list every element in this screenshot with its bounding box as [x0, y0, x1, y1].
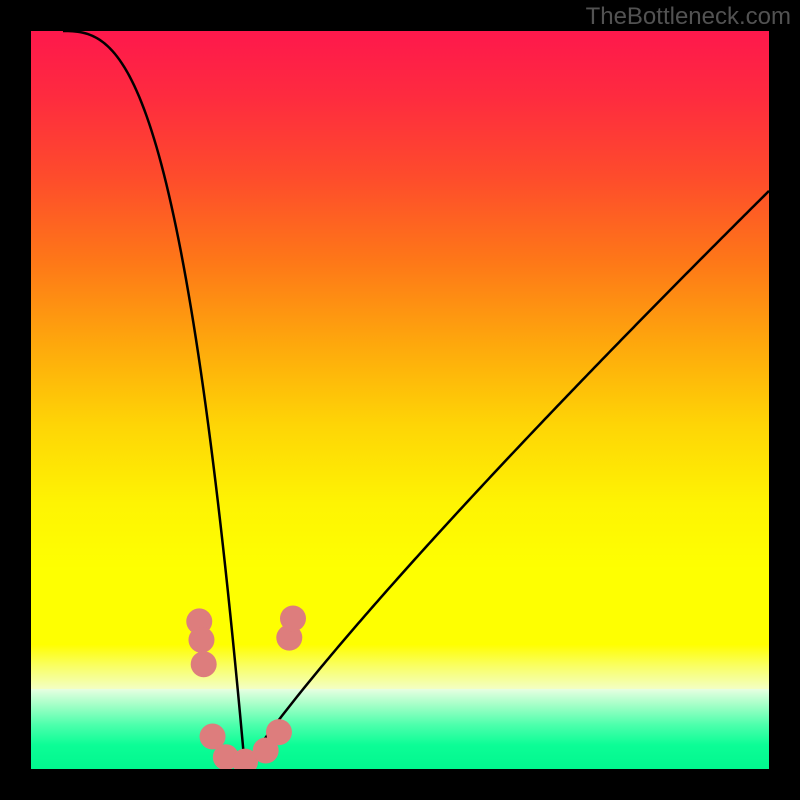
data-marker: [266, 719, 292, 745]
chart-root: TheBottleneck.com: [0, 0, 800, 800]
data-marker: [191, 651, 217, 677]
watermark-text: TheBottleneck.com: [586, 3, 791, 31]
bottleneck-curve: [63, 31, 769, 769]
data-marker: [188, 627, 214, 653]
data-marker: [280, 605, 306, 631]
curve-layer: [31, 31, 769, 769]
plot-area: [31, 31, 769, 769]
marker-group: [186, 605, 306, 769]
